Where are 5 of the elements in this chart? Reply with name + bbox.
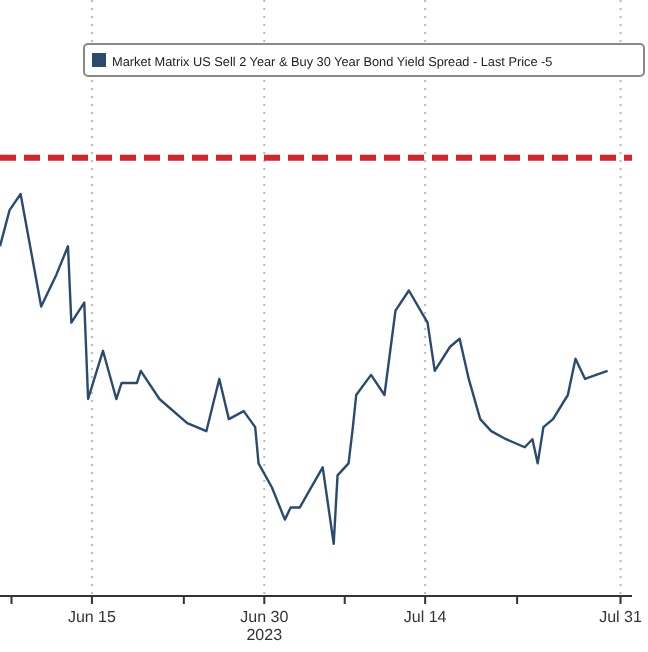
x-axis-title: 2023 <box>246 626 284 644</box>
x-tick-label: Jul 31 <box>599 608 643 626</box>
x-tick-label: Jun 30 <box>240 608 290 626</box>
x-tick-label: Jul 14 <box>403 608 448 626</box>
x-tick-label: Jun 15 <box>67 608 118 626</box>
